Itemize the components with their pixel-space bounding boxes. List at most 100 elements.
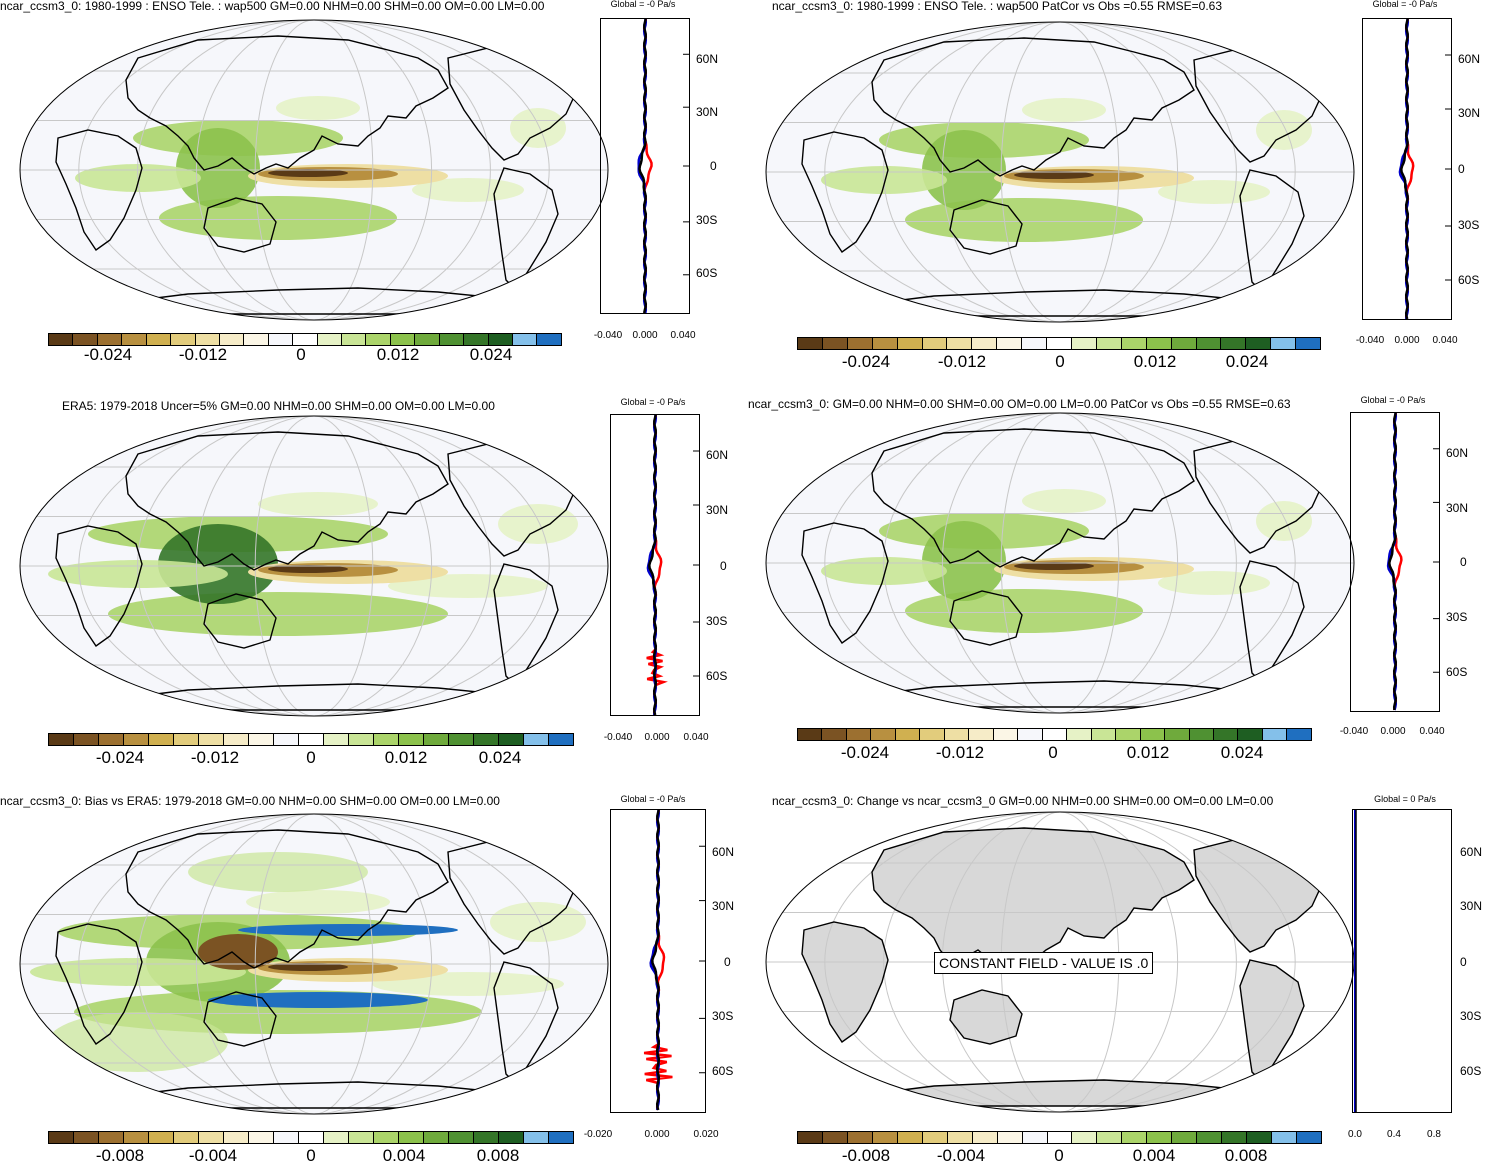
zonal-xtick: -0.040 (1339, 726, 1369, 737)
zonal-title: Global = 0 Pa/s (1374, 794, 1436, 804)
zonal-ytick: 0 (1460, 955, 1467, 969)
colorbar-swatch (1287, 729, 1311, 740)
colorbar-swatch (374, 734, 399, 745)
colorbar-swatch (219, 334, 245, 345)
colorbar-label: 0.004 (382, 1146, 426, 1165)
colorbar-swatch (464, 334, 489, 345)
colorbar-swatch (1171, 338, 1197, 349)
colorbar-swatch (993, 729, 1019, 740)
colorbar-swatch (1246, 338, 1272, 349)
colorbar-swatch (1296, 338, 1321, 349)
zonal-xtick: 0.000 (644, 1129, 670, 1140)
colorbar-swatch (972, 1132, 998, 1143)
colorbar-swatch (798, 338, 823, 349)
colorbar-swatch (513, 334, 538, 345)
map-projection (764, 20, 1356, 324)
zonal-ytick: 0 (720, 559, 727, 573)
zonal-ytick: 30S (706, 614, 728, 628)
colorbar-label: 0.024 (469, 345, 513, 364)
colorbar-swatch (49, 334, 74, 345)
colorbar-label: -0.012 (178, 345, 228, 364)
colorbar-swatch (174, 734, 199, 745)
colorbar-swatch (1140, 729, 1166, 740)
colorbar-swatch (317, 334, 343, 345)
colorbar-label: -0.024 (95, 748, 145, 767)
colorbar-swatch (49, 1132, 74, 1143)
zonal-ytick: 30S (712, 1009, 734, 1023)
colorbar-swatch (299, 734, 324, 745)
colorbar-label: -0.008 (95, 1146, 145, 1165)
colorbar-label: -0.024 (841, 352, 891, 371)
zonal-ytick: 30N (1446, 501, 1469, 515)
map-projection (18, 18, 610, 322)
zonal-line (651, 809, 661, 1111)
colorbar-swatch (1222, 1132, 1248, 1143)
colorbar-swatch (1072, 1132, 1098, 1143)
colorbar-swatch (895, 729, 921, 740)
colorbar-swatch (249, 734, 274, 745)
colorbar-label: -0.004 (188, 1146, 238, 1165)
colorbar-swatch (366, 334, 391, 345)
zonal-xtick: 0.4 (1387, 1129, 1401, 1140)
zonal-ytick: 30N (706, 503, 729, 517)
colorbar-swatch (969, 729, 994, 740)
zonal-ytick: 60N (712, 845, 735, 859)
colorbar-swatch (1122, 1132, 1148, 1143)
colorbar-swatch (997, 338, 1023, 349)
colorbar-swatch (1271, 338, 1297, 349)
colorbar-swatch (1146, 338, 1172, 349)
map-projection (764, 411, 1356, 715)
colorbar-swatch (74, 1132, 99, 1143)
colorbar-label: -0.012 (190, 748, 240, 767)
zonal-ytick: 60N (1446, 446, 1469, 460)
zonal-xtick: -0.040 (1355, 335, 1385, 346)
panel-title: ncar_ccsm3_0: Change vs ncar_ccsm3_0 GM=… (772, 794, 1274, 808)
colorbar-swatch (947, 1132, 973, 1143)
colorbar-swatch (474, 734, 499, 745)
zonal-ytick: 60S (696, 266, 718, 280)
colorbar-swatch (274, 1132, 299, 1143)
colorbar-swatch (549, 1132, 573, 1143)
colorbar-swatch (224, 1132, 249, 1143)
colorbar-label: 0.012 (384, 748, 428, 767)
colorbar-swatch (415, 334, 440, 345)
colorbar-label: -0.004 (936, 1146, 986, 1165)
colorbar-swatch (922, 1132, 948, 1143)
panel-title: ncar_ccsm3_0: GM=0.00 NHM=0.00 SHM=0.00 … (748, 397, 1291, 411)
colorbar-swatch (1071, 338, 1097, 349)
colorbar-label: -0.012 (935, 743, 985, 762)
zonal-xtick: 0.000 (644, 732, 670, 743)
colorbar-swatch (798, 729, 823, 740)
colorbar-swatch (149, 1132, 174, 1143)
colorbar-swatch (274, 734, 299, 745)
colorbar-swatch (244, 334, 269, 345)
zonal-ytick: 30S (1460, 1009, 1482, 1023)
zonal-ytick: 30S (1446, 610, 1468, 624)
colorbar (797, 1131, 1322, 1144)
colorbar-swatch (1091, 729, 1117, 740)
colorbar-label: 0 (306, 748, 316, 767)
colorbar-swatch (424, 734, 449, 745)
colorbar-label: 0 (296, 345, 306, 364)
colorbar-swatch (822, 729, 847, 740)
map-projection (18, 414, 610, 718)
colorbar-label: -0.024 (840, 743, 890, 762)
colorbar-swatch (1047, 338, 1072, 349)
zonal-ytick: 30N (1458, 106, 1481, 120)
panel-title: ncar_ccsm3_0: 1980-1999 : ENSO Tele. : w… (0, 0, 545, 13)
colorbar-swatch (324, 1132, 349, 1143)
colorbar-swatch (1238, 729, 1263, 740)
zonal-xtick: 0.020 (693, 1129, 719, 1140)
colorbar-swatch (268, 334, 294, 345)
colorbar-swatch (1096, 338, 1122, 349)
colorbar-swatch (872, 338, 898, 349)
colorbar-swatch (249, 1132, 274, 1143)
colorbar-swatch (299, 1132, 324, 1143)
colorbar (797, 728, 1312, 741)
zonal-xtick: 0.040 (683, 732, 709, 743)
zonal-xtick: 0.040 (670, 330, 696, 341)
colorbar-swatch (199, 734, 224, 745)
colorbar-swatch (149, 734, 174, 745)
colorbar-swatch (439, 334, 465, 345)
zonal-ytick: 30S (696, 213, 718, 227)
